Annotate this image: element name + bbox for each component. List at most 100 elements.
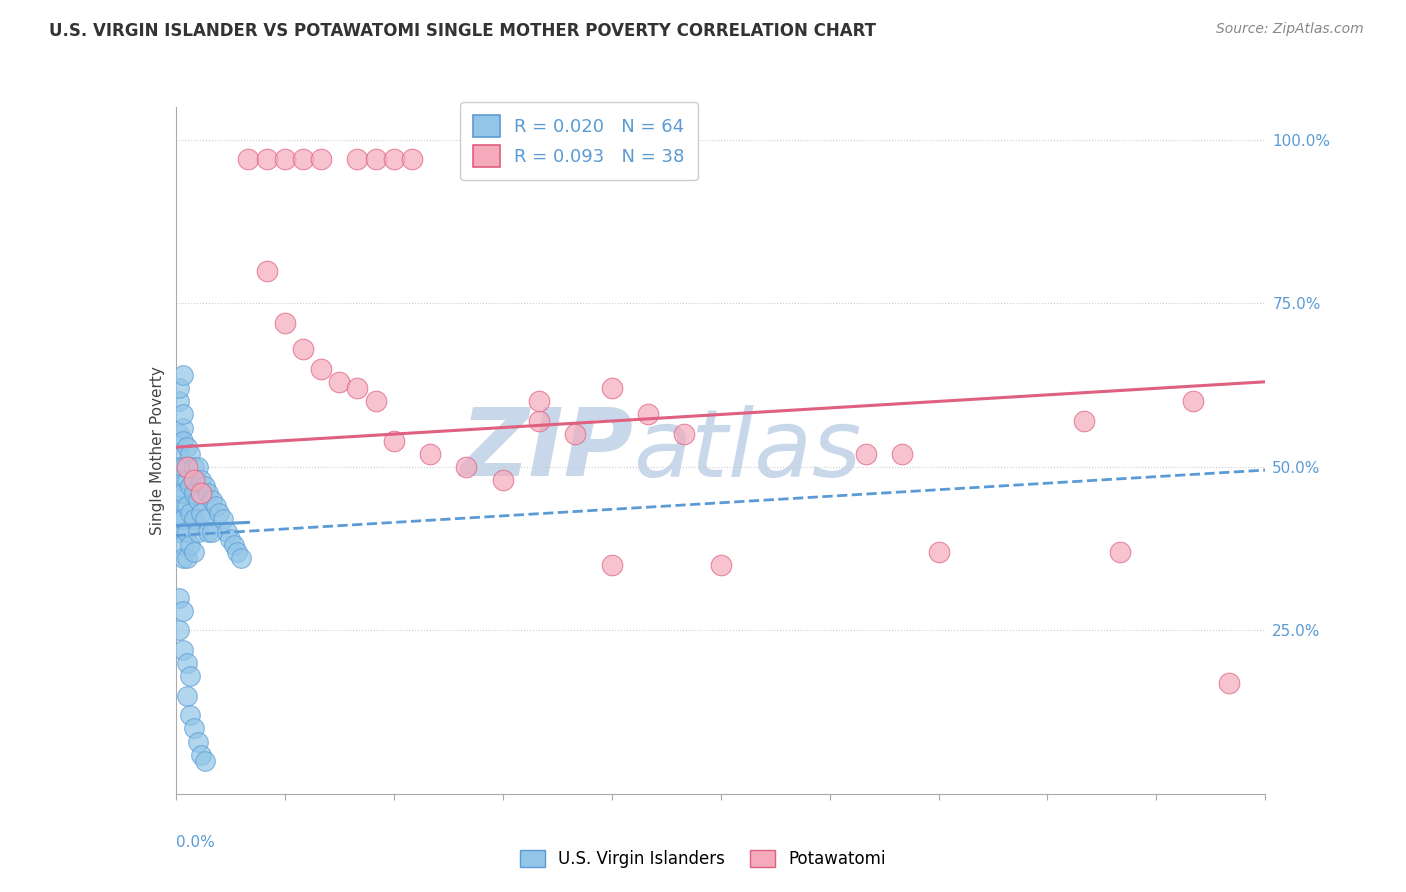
Point: [226, 545, 249, 559]
Point: [527, 414, 550, 428]
Y-axis label: Single Mother Poverty: Single Mother Poverty: [149, 366, 165, 535]
Point: [1181, 394, 1204, 409]
Text: 0.0%: 0.0%: [176, 835, 215, 850]
Point: [456, 459, 478, 474]
Point: [169, 591, 191, 605]
Point: [172, 368, 194, 383]
Point: [1109, 545, 1132, 559]
Text: ZIP: ZIP: [461, 404, 633, 497]
Point: [328, 375, 350, 389]
Point: [179, 708, 201, 723]
Point: [186, 459, 209, 474]
Point: [172, 551, 194, 566]
Point: [364, 394, 387, 409]
Point: [346, 381, 368, 395]
Point: [190, 486, 212, 500]
Point: [346, 153, 368, 167]
Point: [169, 473, 191, 487]
Point: [274, 153, 297, 167]
Point: [1073, 414, 1095, 428]
Point: [186, 525, 209, 540]
Legend: R = 0.020   N = 64, R = 0.093   N = 38: R = 0.020 N = 64, R = 0.093 N = 38: [460, 103, 697, 180]
Point: [176, 440, 198, 454]
Point: [891, 447, 914, 461]
Point: [204, 499, 226, 513]
Point: [169, 394, 191, 409]
Point: [274, 316, 297, 330]
Point: [190, 747, 212, 762]
Point: [190, 506, 212, 520]
Point: [382, 434, 405, 448]
Point: [197, 486, 219, 500]
Point: [179, 538, 201, 552]
Point: [176, 525, 198, 540]
Point: [176, 499, 198, 513]
Point: [179, 447, 201, 461]
Point: [169, 525, 191, 540]
Point: [179, 506, 201, 520]
Point: [215, 525, 238, 540]
Point: [231, 551, 253, 566]
Point: [172, 486, 194, 500]
Legend: U.S. Virgin Islanders, Potawatomi: U.S. Virgin Islanders, Potawatomi: [513, 843, 893, 875]
Point: [382, 153, 405, 167]
Point: [637, 408, 659, 422]
Point: [172, 538, 194, 552]
Point: [309, 153, 332, 167]
Point: [208, 506, 231, 520]
Point: [710, 558, 733, 572]
Point: [172, 459, 194, 474]
Point: [291, 342, 314, 356]
Point: [256, 263, 278, 277]
Point: [172, 420, 194, 434]
Point: [401, 153, 423, 167]
Point: [238, 153, 260, 167]
Point: [1218, 675, 1240, 690]
Point: [172, 604, 194, 618]
Point: [600, 558, 623, 572]
Point: [855, 447, 877, 461]
Point: [527, 394, 550, 409]
Point: [172, 408, 194, 422]
Point: [183, 545, 205, 559]
Point: [212, 512, 235, 526]
Point: [190, 473, 212, 487]
Point: [194, 479, 217, 493]
Point: [928, 545, 950, 559]
Point: [183, 473, 205, 487]
Point: [169, 381, 191, 395]
Point: [169, 512, 191, 526]
Point: [201, 492, 224, 507]
Point: [179, 479, 201, 493]
Point: [309, 361, 332, 376]
Point: [194, 512, 217, 526]
Point: [222, 538, 245, 552]
Point: [564, 427, 586, 442]
Point: [364, 153, 387, 167]
Point: [169, 624, 191, 638]
Point: [169, 486, 191, 500]
Point: [183, 512, 205, 526]
Point: [673, 427, 696, 442]
Text: atlas: atlas: [633, 405, 862, 496]
Point: [169, 427, 191, 442]
Point: [492, 473, 515, 487]
Text: U.S. VIRGIN ISLANDER VS POTAWATOMI SINGLE MOTHER POVERTY CORRELATION CHART: U.S. VIRGIN ISLANDER VS POTAWATOMI SINGL…: [49, 22, 876, 40]
Point: [176, 689, 198, 703]
Point: [600, 381, 623, 395]
Point: [169, 459, 191, 474]
Point: [183, 722, 205, 736]
Point: [176, 459, 198, 474]
Point: [186, 734, 209, 748]
Point: [172, 512, 194, 526]
Point: [419, 447, 441, 461]
Point: [186, 492, 209, 507]
Point: [183, 459, 205, 474]
Text: Source: ZipAtlas.com: Source: ZipAtlas.com: [1216, 22, 1364, 37]
Point: [201, 525, 224, 540]
Point: [176, 473, 198, 487]
Point: [169, 499, 191, 513]
Point: [172, 434, 194, 448]
Point: [256, 153, 278, 167]
Point: [291, 153, 314, 167]
